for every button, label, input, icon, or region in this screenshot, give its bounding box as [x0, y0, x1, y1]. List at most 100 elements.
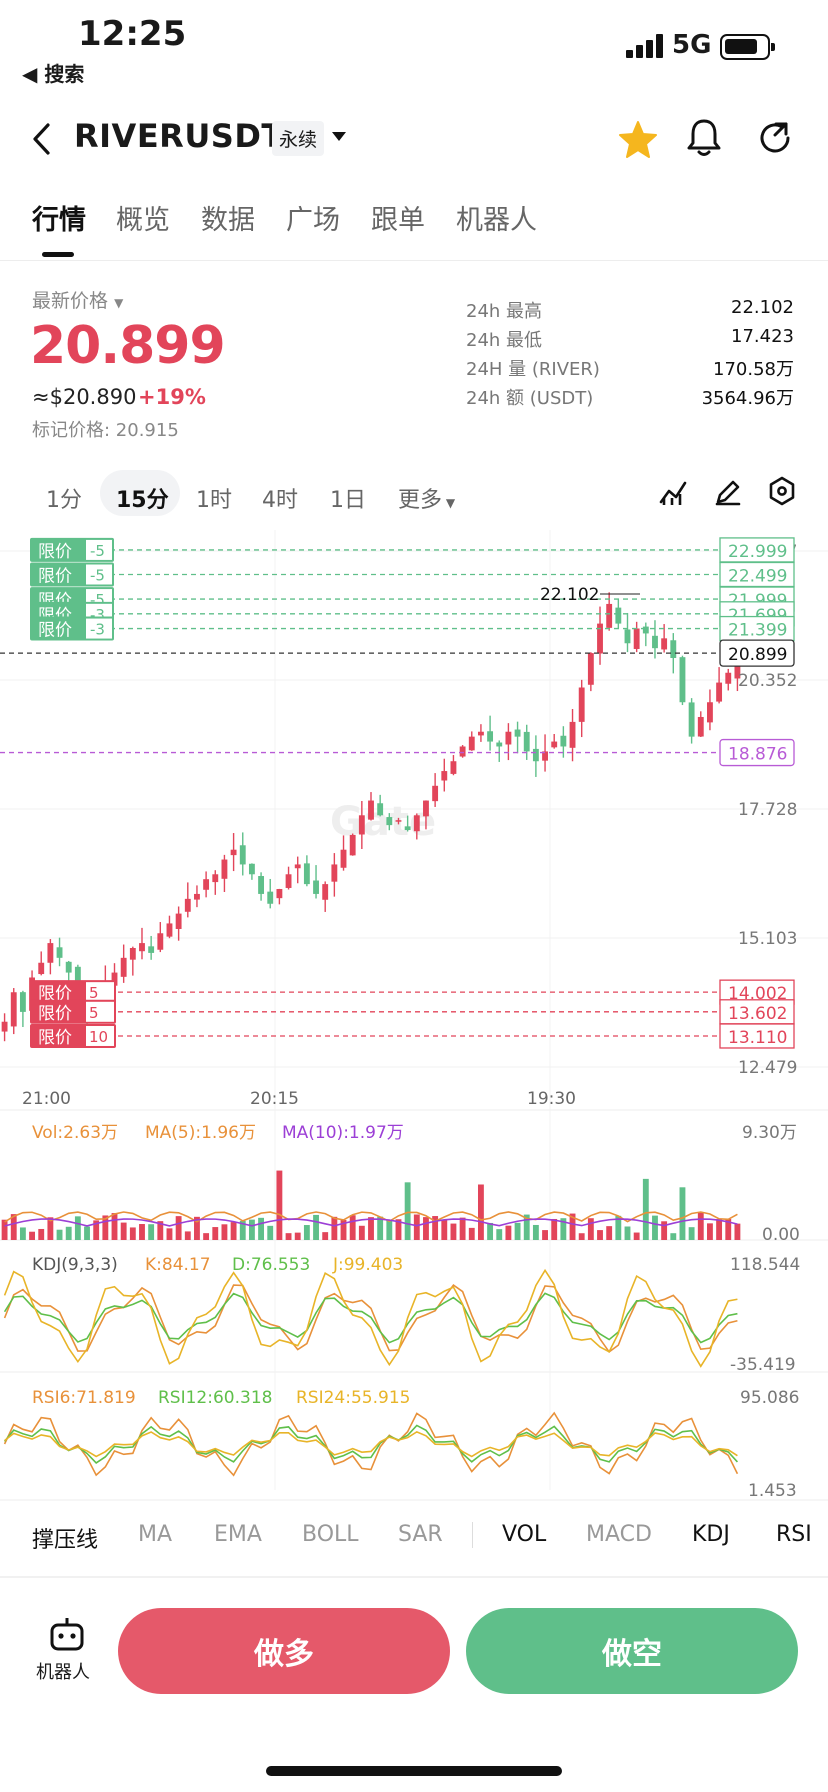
timeframe-1m[interactable]: 1分 [46, 488, 82, 513]
indicator-tab-rsi[interactable]: RSI [776, 1522, 812, 1547]
indicator-tab-vol[interactable]: VOL [502, 1522, 547, 1547]
candle-body [111, 972, 118, 986]
timeframe-1d[interactable]: 1日 [330, 488, 366, 513]
candle-body [642, 626, 649, 634]
volume-bar [597, 1230, 603, 1240]
last-price-label: 20.899 [728, 645, 787, 665]
timeframe-1h[interactable]: 1时 [196, 488, 232, 513]
trigger-price-label: 18.876 [728, 745, 787, 765]
volume-bar [303, 1225, 310, 1240]
candle-body [514, 729, 521, 737]
sell-order-qty-bg [86, 618, 112, 639]
latest-price-label[interactable]: 最新价格 ▼ [32, 286, 123, 313]
volume-bar [221, 1224, 228, 1240]
latest-price-label-text: 最新价格 [32, 290, 109, 312]
robot-icon[interactable] [48, 1616, 86, 1652]
volume-bar [413, 1214, 420, 1240]
volume-bar [349, 1215, 356, 1240]
candle-body [468, 736, 475, 751]
candle-body [505, 731, 512, 745]
tab-bots[interactable]: 机器人 [456, 205, 537, 236]
candle-body [725, 672, 732, 684]
contract-type-badge[interactable]: 永续 [272, 121, 325, 156]
indicator-tab-ema[interactable]: EMA [214, 1522, 262, 1547]
short-button[interactable]: 做空 [466, 1608, 798, 1694]
candle-body [386, 817, 393, 826]
buy-order-price: 14.002 [728, 984, 787, 1004]
candle-body [19, 992, 26, 1012]
volume-bar [322, 1232, 329, 1240]
draw-pencil-icon[interactable] [714, 478, 742, 506]
bottom-divider [0, 1576, 828, 1578]
tab-overview[interactable]: 概览 [116, 205, 170, 236]
candle-body [56, 947, 63, 958]
candle-body [597, 623, 603, 654]
timeframe-15m[interactable]: 15分 [116, 488, 169, 513]
candle-body [670, 640, 677, 659]
candle-body [587, 653, 594, 685]
volume-bar [38, 1228, 45, 1240]
candle-body [120, 957, 127, 977]
kdj-d-line [3, 1292, 738, 1344]
mark-price: 标记价格: 20.915 [32, 420, 179, 441]
timeframe-more[interactable]: 更多 ▼ [398, 482, 455, 514]
chart-settings-icon[interactable] [768, 476, 796, 506]
price-axis-label: 17.728 [738, 800, 797, 820]
back-chevron-icon[interactable] [30, 122, 54, 156]
candle-body [267, 891, 274, 904]
indicator-tab-macd[interactable]: MACD [586, 1522, 652, 1547]
volume-bar [29, 1231, 35, 1240]
candle-body [542, 751, 548, 761]
timeframe-more-label: 更多 [398, 488, 443, 513]
candle-body [285, 874, 292, 888]
candle-body [166, 923, 173, 937]
candle-body [707, 702, 713, 723]
indicator-tab-boll[interactable]: BOLL [302, 1522, 359, 1547]
candle-body [569, 721, 576, 748]
stat-volume-value: 170.58万 [713, 359, 794, 380]
buy-order-price: 13.110 [728, 1028, 787, 1048]
dropdown-caret-icon[interactable] [332, 132, 346, 142]
candle-body [697, 716, 704, 737]
sell-order-label: 限价 [38, 566, 72, 586]
candle-body [340, 849, 347, 868]
sell-order-qty: -5 [90, 566, 105, 584]
bell-icon[interactable] [686, 116, 722, 158]
volume-bar [230, 1222, 237, 1240]
candle-body [652, 635, 658, 649]
volume-bar [505, 1225, 512, 1240]
timeframe-4h[interactable]: 4时 [262, 488, 298, 513]
back-to-search[interactable]: ◀ 搜索 [22, 62, 85, 86]
pair-symbol[interactable]: RIVERUSDT [74, 117, 284, 155]
price-chart[interactable]: Gate22.97720.35217.72815.10312.479限价-522… [0, 530, 828, 1530]
buy-order-qty-bg [86, 982, 114, 1003]
tab-copy-trading[interactable]: 跟单 [371, 205, 425, 236]
home-indicator [266, 1766, 562, 1776]
favorite-star-icon[interactable] [618, 120, 658, 158]
share-icon[interactable] [756, 118, 796, 158]
volume-bar [642, 1178, 649, 1240]
rsi24-label: RSI24:55.915 [296, 1388, 410, 1408]
robot-label[interactable]: 机器人 [36, 1662, 90, 1683]
indicator-tab-ma[interactable]: MA [138, 1522, 173, 1547]
tab-market[interactable]: 行情 [32, 205, 86, 236]
volume-bar [468, 1227, 475, 1240]
indicator-chart-icon[interactable] [658, 478, 688, 506]
volume-bar [157, 1221, 164, 1240]
tab-square[interactable]: 广场 [286, 205, 340, 236]
candle-body [413, 815, 420, 832]
active-tab-indicator [42, 252, 74, 257]
candle-body [276, 889, 283, 899]
candle-body [633, 628, 640, 649]
volume-bar [606, 1226, 613, 1240]
candle-body [615, 607, 622, 624]
volume-bar [532, 1224, 539, 1240]
tab-data[interactable]: 数据 [201, 205, 255, 236]
buy-order-qty: 5 [89, 984, 99, 1002]
stat-volume-label: 24H 量 (RIVER) [466, 359, 600, 380]
indicator-tab-sar[interactable]: SAR [398, 1522, 443, 1547]
candle-body [184, 898, 191, 912]
indicator-tab-support-resistance[interactable]: 撑压线 [32, 1528, 99, 1553]
indicator-tab-kdj[interactable]: KDJ [692, 1522, 730, 1547]
long-button[interactable]: 做多 [118, 1608, 450, 1694]
